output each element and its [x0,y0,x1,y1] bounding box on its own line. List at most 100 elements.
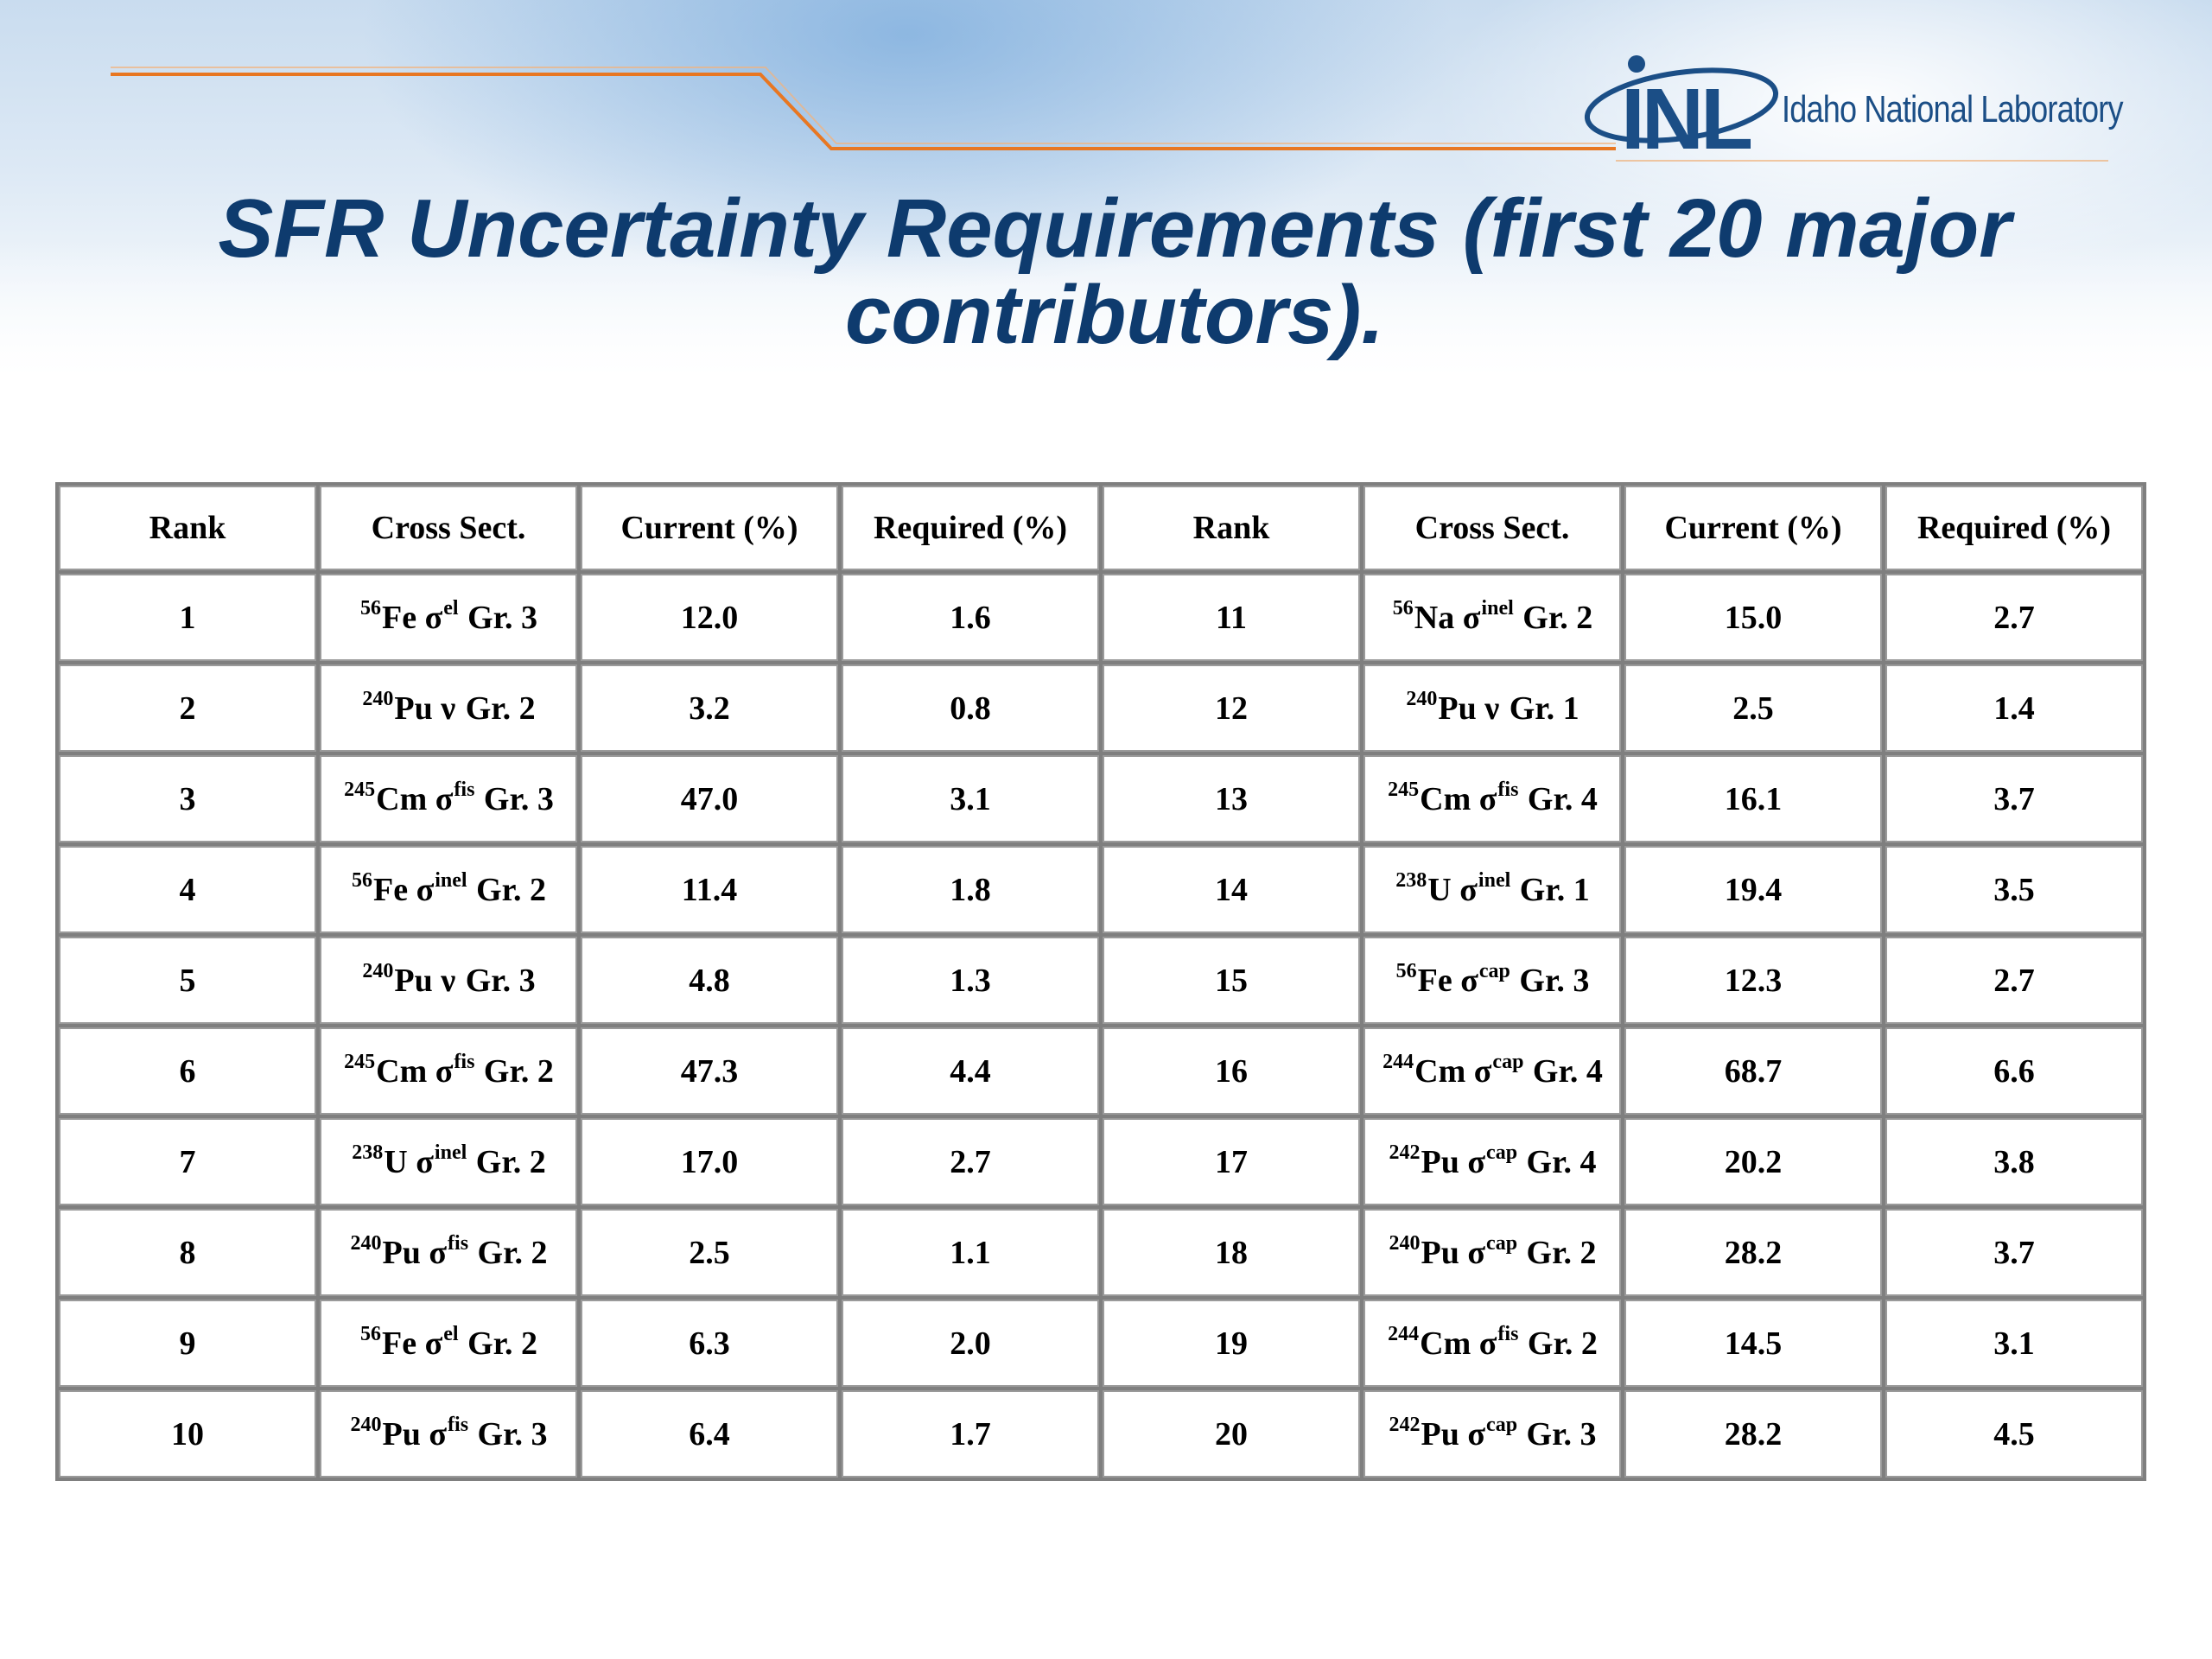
reaction-type: el [443,1322,459,1345]
reaction-type: el [443,596,459,620]
isotope-number: 56 [351,868,372,892]
rank-cell: 3 [59,755,316,842]
reaction-type: cap [1486,1413,1518,1436]
quantity-symbol: σ [1462,599,1481,636]
rank-cell: 4 [59,846,316,933]
energy-group: Gr. 2 [1527,1325,1598,1362]
element-symbol: U [1427,871,1452,908]
energy-group: Gr. 1 [1519,871,1590,908]
quantity-symbol: σ [1459,871,1478,908]
isotope-number: 56 [359,596,381,620]
logo-mark: INL [1621,71,1751,166]
isotope-number: 240 [362,959,394,982]
reaction-type: fis [454,1050,475,1073]
element-symbol: Pu [1421,1415,1459,1452]
element-symbol: Pu [1421,1143,1459,1180]
required-cell: 1.6 [842,574,1099,661]
required-cell: 1.3 [842,937,1099,1024]
header-cross-sect: Cross Sect. [320,486,577,570]
current-cell: 2.5 [1624,664,1882,752]
quantity-symbol: σ [429,1234,448,1271]
energy-group: Gr. 3 [465,962,536,999]
rank-cell: 9 [59,1300,316,1387]
current-cell: 2.5 [581,1209,838,1296]
element-symbol: Cm [376,1052,428,1090]
energy-group: Gr. 2 [465,690,536,727]
header-current: Current (%) [581,486,838,570]
isotope-number: 56 [1395,959,1417,982]
cross-section-cell: 56Fe σel Gr. 3 [320,574,577,661]
table-row: 7 238U σinel Gr. 2 17.0 2.7 17 242Pu σcap Gr.… [59,1118,2143,1205]
rank-cell: 10 [59,1390,316,1478]
current-cell: 47.3 [581,1027,838,1115]
element-symbol: Na [1414,599,1455,636]
table-row: 4 56Fe σinel Gr. 2 11.4 1.8 14 238U σinel Gr.… [59,846,2143,933]
header-fade [0,242,2212,415]
cross-section-cell: 245Cm σfis Gr. 3 [320,755,577,842]
quantity-symbol: σ [1473,1052,1492,1090]
quantity-symbol: σ [435,1052,454,1090]
energy-group: Gr. 4 [1527,780,1598,817]
isotope-number: 245 [344,1050,376,1073]
rank-cell: 17 [1103,1118,1360,1205]
reaction-type: fis [1497,778,1519,801]
table-row: 10 240Pu σfis Gr. 3 6.4 1.7 20 242Pu σcap Gr.… [59,1390,2143,1478]
required-cell: 1.4 [1885,664,2143,752]
cross-section-cell: 245Cm σfis Gr. 4 [1363,755,1621,842]
table-row: 6 245Cm σfis Gr. 2 47.3 4.4 16 244Cm σcap Gr.… [59,1027,2143,1115]
header-cross-sect: Cross Sect. [1363,486,1621,570]
inl-logo-icon: INL [1584,55,1779,168]
required-cell: 2.7 [1885,574,2143,661]
quantity-symbol: σ [424,1325,443,1362]
quantity-symbol: σ [424,599,443,636]
isotope-number: 240 [362,687,394,710]
current-cell: 14.5 [1624,1300,1882,1387]
cross-section-cell: 56Na σinel Gr. 2 [1363,574,1621,661]
element-symbol: Pu [394,962,433,999]
required-cell: 2.7 [1885,937,2143,1024]
element-symbol: Pu [1421,1234,1459,1271]
isotope-number: 238 [352,1141,384,1164]
inl-logo: INL [1580,45,2115,168]
rank-cell: 15 [1103,937,1360,1024]
quantity-symbol: σ [435,780,454,817]
isotope-number: 56 [1392,596,1414,620]
required-cell: 0.8 [842,664,1099,752]
header-rank: Rank [1103,486,1360,570]
cross-section-cell: 240Pu σfis Gr. 3 [320,1390,577,1478]
isotope-number: 242 [1389,1141,1421,1164]
table-body: 1 56Fe σel Gr. 3 12.0 1.6 11 56Na σinel Gr. 2… [59,574,2143,1478]
required-cell: 3.1 [842,755,1099,842]
energy-group: Gr. 2 [476,871,547,908]
element-symbol: Pu [382,1234,421,1271]
reaction-type: cap [1486,1141,1518,1164]
energy-group: Gr. 2 [1522,599,1593,636]
cross-section-cell: 244Cm σfis Gr. 2 [1363,1300,1621,1387]
table-row: 5 240Pu ν Gr. 3 4.8 1.3 15 56Fe σcap Gr. 3 12.… [59,937,2143,1024]
isotope-number: 240 [350,1413,382,1436]
cross-section-cell: 242Pu σcap Gr. 4 [1363,1118,1621,1205]
isotope-number: 56 [359,1322,381,1345]
rank-cell: 11 [1103,574,1360,661]
isotope-number: 245 [344,778,376,801]
header-rank: Rank [59,486,316,570]
current-cell: 17.0 [581,1118,838,1205]
current-cell: 4.8 [581,937,838,1024]
cross-section-cell: 242Pu σcap Gr. 3 [1363,1390,1621,1478]
required-cell: 2.0 [842,1300,1099,1387]
current-cell: 12.0 [581,574,838,661]
page-title: SFR Uncertainty Requirements (first 20 m… [218,182,2012,361]
table-row: 1 56Fe σel Gr. 3 12.0 1.6 11 56Na σinel Gr. 2… [59,574,2143,661]
quantity-symbol: σ [1460,962,1478,999]
table-header-row: Rank Cross Sect. Current (%) Required (%… [59,486,2143,570]
isotope-number: 244 [1382,1050,1414,1073]
element-symbol: Pu [382,1415,421,1452]
element-symbol: Pu [394,690,433,727]
rank-cell: 8 [59,1209,316,1296]
energy-group: Gr. 3 [1526,1415,1597,1452]
cross-section-cell: 240Pu σcap Gr. 2 [1363,1209,1621,1296]
element-symbol: Pu [1438,690,1477,727]
rank-cell: 6 [59,1027,316,1115]
quantity-symbol: ν [1484,690,1500,727]
energy-group: Gr. 3 [477,1415,548,1452]
